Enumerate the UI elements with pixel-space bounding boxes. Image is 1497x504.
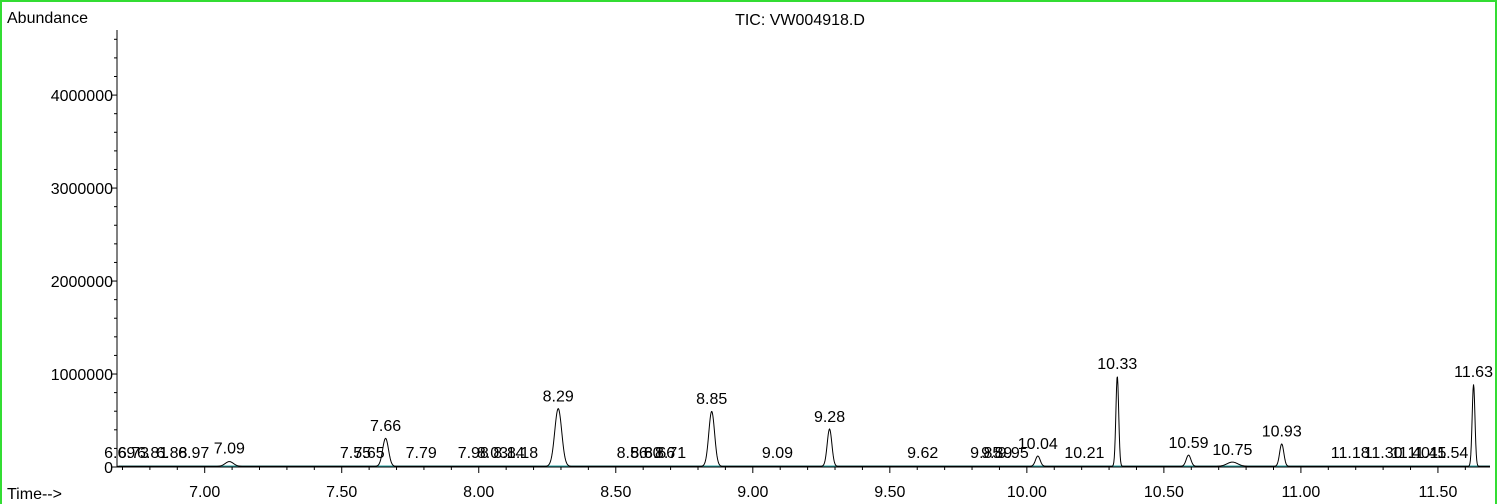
y-tick-label: 0 xyxy=(104,460,113,477)
peak-label: 9.89 xyxy=(981,445,1012,462)
peak-label: 9.28 xyxy=(814,409,845,426)
peak-label: 11.40 xyxy=(1391,445,1430,462)
peak-label: 9.62 xyxy=(907,445,938,462)
x-tick-label: 11.00 xyxy=(1281,484,1320,501)
peak-label: 10.75 xyxy=(1212,442,1252,459)
peak-label: 6.73 xyxy=(118,445,149,462)
tic-trace xyxy=(117,376,1490,467)
peak-label: 8.60 xyxy=(630,445,661,462)
y-axis-label: Abundance xyxy=(7,10,88,27)
peak-label: 8.18 xyxy=(507,445,538,462)
tick-labels: 0 1000000 2000000 3000000 4000000 7.00 7.50 8.0… xyxy=(51,88,1458,501)
peak-label: 7.09 xyxy=(214,440,245,457)
peak-label: 9.09 xyxy=(762,445,793,462)
chart-title: TIC: VW004918.D xyxy=(735,12,865,29)
x-tick-label: 10.50 xyxy=(1144,484,1184,501)
peak-label: 6.88 xyxy=(156,445,187,462)
x-tick-label: 8.00 xyxy=(463,484,494,501)
peak-labels: 7.09 7.66 8.29 8.85 9.28 10.04 10.33 10.59 10.75… xyxy=(104,356,1493,462)
peak-label: 7.55 xyxy=(340,445,371,462)
peak-label: 11.18 xyxy=(1331,445,1370,462)
peak-label: 8.29 xyxy=(543,388,574,405)
peak-label: 10.93 xyxy=(1262,424,1302,441)
peak-label: 6.97 xyxy=(178,445,209,462)
peak-label: 8.56 xyxy=(617,445,648,462)
y-tick-label: 2000000 xyxy=(51,274,113,291)
peak-label: 11.63 xyxy=(1454,364,1493,381)
peak-label: 8.71 xyxy=(655,445,686,462)
y-tick-label: 3000000 xyxy=(51,181,113,198)
peak-label: 9.85 xyxy=(970,445,1001,462)
peak-label: 10.04 xyxy=(1018,436,1058,453)
peak-label: 8.66 xyxy=(644,445,675,462)
peak-label: 9.95 xyxy=(998,445,1029,462)
peak-label: 11.30 xyxy=(1364,445,1403,462)
y-tick-label: 4000000 xyxy=(51,88,113,105)
peak-label: 10.33 xyxy=(1097,356,1137,373)
x-axis-label: Time--> xyxy=(7,486,62,503)
peak-label: 7.65 xyxy=(354,445,385,462)
peak-label: 7.98 xyxy=(458,445,489,462)
peak-label: 10.21 xyxy=(1064,445,1104,462)
axes xyxy=(111,30,1490,473)
peak-label: 11.54 xyxy=(1429,445,1468,462)
x-tick-label: 10.00 xyxy=(1007,484,1047,501)
peak-label: 6.81 xyxy=(137,445,168,462)
x-tick-label: 9.50 xyxy=(874,484,905,501)
peak-label: 8.14 xyxy=(493,445,524,462)
trace xyxy=(117,376,1490,467)
x-tick-label: 7.50 xyxy=(326,484,357,501)
peak-label: 7.66 xyxy=(370,418,401,435)
x-tick-label: 7.00 xyxy=(189,484,220,501)
peak-label: 10.59 xyxy=(1169,435,1209,452)
peak-label: 8.85 xyxy=(696,391,727,408)
y-tick-label: 1000000 xyxy=(51,367,113,384)
x-tick-label: 8.50 xyxy=(600,484,631,501)
x-tick-label: 9.00 xyxy=(737,484,768,501)
peak-label: 7.79 xyxy=(406,445,437,462)
peak-label: 11.45 xyxy=(1408,445,1447,462)
peak-label: 6.69 xyxy=(104,445,135,462)
x-tick-label: 11.50 xyxy=(1419,484,1458,501)
peak-label: 8.03 xyxy=(477,445,508,462)
